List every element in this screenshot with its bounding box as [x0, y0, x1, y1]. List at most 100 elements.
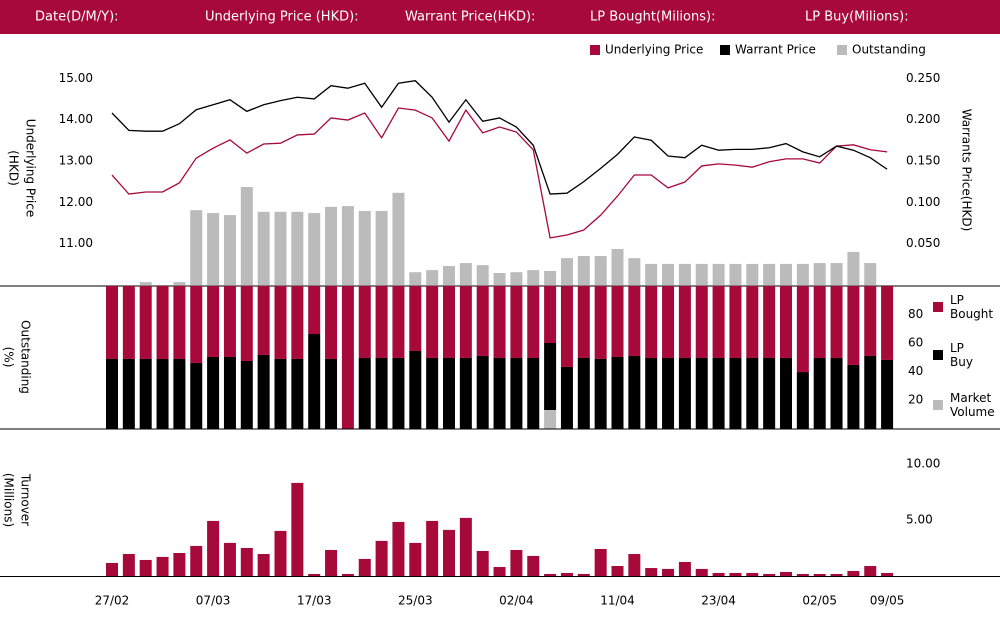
stack-segment [813, 286, 826, 358]
tick-label: 80 [908, 307, 923, 321]
legend-swatch [933, 350, 943, 360]
tick-label: 20 [908, 393, 923, 407]
outstanding-bar [544, 270, 557, 285]
outstanding-bar [325, 206, 338, 285]
stack-segment [257, 286, 270, 355]
outstanding-bar [628, 258, 641, 285]
outstanding-bar [459, 263, 472, 285]
stack-segment [628, 355, 641, 429]
stack-segment [560, 366, 573, 429]
stack-segment [156, 358, 169, 429]
turnover-bar [358, 558, 371, 576]
turnover-bar [510, 549, 523, 576]
stack-segment [223, 286, 236, 357]
stack-segment [594, 286, 607, 359]
price-line [111, 80, 888, 195]
stack-segment [139, 286, 152, 359]
stack-segment [257, 354, 270, 429]
turnover-bar [577, 573, 590, 576]
stack-segment [459, 286, 472, 358]
tick-label: 0.150 [906, 153, 940, 167]
legend-label: LP Buy [950, 341, 973, 369]
stack-segment [308, 286, 321, 335]
axis-label: Underlying Price [24, 119, 38, 217]
stack-segment [409, 286, 422, 351]
stack-segment [358, 357, 371, 429]
tick-label: 0.250 [906, 71, 940, 85]
outstanding-bar [746, 263, 759, 285]
outstanding-bar [729, 263, 742, 285]
outstanding-bar [577, 256, 590, 285]
stack-segment [712, 286, 725, 358]
outstanding-bar [223, 215, 236, 285]
legend-swatch [837, 45, 847, 55]
turnover-bar [662, 568, 675, 576]
turnover-bar [594, 548, 607, 576]
stack-segment [611, 286, 624, 357]
stack-segment [308, 334, 321, 429]
turnover-bar [763, 573, 776, 576]
stack-segment [409, 350, 422, 429]
turnover-bar [695, 568, 708, 576]
stack-segment [493, 357, 506, 429]
stack-segment [628, 286, 641, 356]
x-tick-label: 07/03 [196, 594, 231, 608]
x-tick-label: 02/04 [499, 594, 534, 608]
stack-segment [122, 286, 135, 359]
stack-segment [325, 358, 338, 429]
turnover-bar [257, 554, 270, 576]
axis-label: (HKD) [7, 150, 21, 186]
axis-label: Warrants Price(HKD) [960, 109, 974, 232]
outstanding-bar [375, 210, 388, 285]
outstanding-bar [527, 270, 540, 285]
stack-segment [813, 357, 826, 429]
outstanding-bar [796, 263, 809, 285]
outstanding-bar [426, 270, 439, 285]
turnover-bar [392, 521, 405, 576]
outstanding-bar [476, 265, 489, 285]
turnover-bar [173, 553, 186, 576]
tick-label: 14.00 [59, 112, 93, 126]
stack-segment [510, 357, 523, 429]
turnover-bar [813, 573, 826, 576]
turnover-bar [712, 572, 725, 576]
legend-swatch [720, 45, 730, 55]
tick-label: 40 [908, 364, 923, 378]
stack-segment [662, 357, 675, 429]
stack-segment [830, 357, 843, 429]
stack-segment [864, 355, 877, 429]
stack-segment [291, 358, 304, 429]
turnover-bar [291, 482, 304, 576]
outstanding-bar [780, 263, 792, 285]
tick-label: 5.00 [906, 512, 933, 526]
header-label: Underlying Price (HKD): [205, 10, 359, 25]
stack-segment [847, 286, 860, 365]
turnover-bar [678, 561, 691, 576]
stack-segment [796, 286, 809, 373]
tick-label: 12.00 [59, 195, 93, 209]
stack-segment [881, 359, 894, 429]
legend-label: Warrant Price [735, 43, 816, 57]
outstanding-bar [645, 263, 658, 285]
turnover-bar [426, 520, 439, 576]
stack-segment [375, 286, 388, 358]
price-line [111, 107, 888, 239]
outstanding-bar [594, 256, 607, 285]
turnover-bar [611, 566, 624, 576]
stack-segment [106, 286, 118, 359]
stack-segment [662, 286, 675, 358]
stack-segment [392, 286, 405, 358]
outstanding-bar [409, 272, 422, 285]
axis-label: (%) [2, 347, 16, 368]
x-tick-label: 23/04 [701, 594, 736, 608]
stack-segment [695, 286, 708, 358]
stack-segment [190, 286, 203, 363]
tick-label: 10.00 [906, 456, 940, 470]
stack-segment [695, 357, 708, 429]
turnover-bar [881, 572, 894, 576]
stack-segment [122, 358, 135, 429]
stack-segment [476, 286, 489, 356]
turnover-bar [409, 542, 422, 576]
outstanding-bar [560, 258, 573, 285]
turnover-bar [443, 529, 455, 576]
